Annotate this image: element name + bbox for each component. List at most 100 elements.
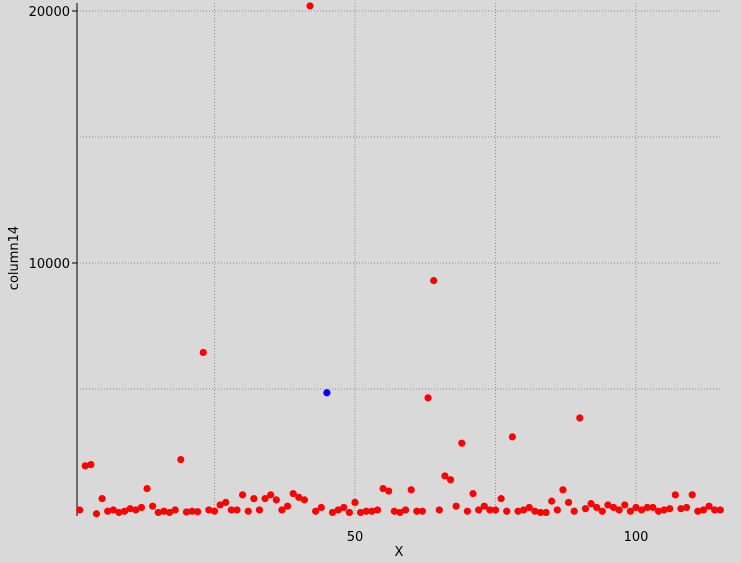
data-point [446, 476, 455, 484]
data-point [609, 503, 618, 512]
data-point [345, 508, 353, 517]
data-point [564, 498, 573, 506]
data-point [716, 506, 724, 514]
data-point [542, 508, 550, 517]
data-point [239, 491, 247, 499]
data-point [205, 506, 213, 514]
data-point [548, 497, 556, 505]
data-point [576, 414, 584, 422]
y-axis-ticks: 10000 20000 [29, 5, 77, 272]
data-point [407, 486, 415, 494]
x-tick-label: 50 [347, 530, 364, 545]
data-point [283, 502, 292, 510]
data-point [373, 506, 382, 514]
data-point [458, 439, 466, 447]
y-tick-label: 10000 [29, 257, 70, 272]
data-point [109, 506, 117, 514]
data-point [188, 507, 196, 515]
data-point [334, 506, 342, 514]
data-point [418, 507, 427, 515]
data-point [401, 506, 410, 514]
data-point [177, 455, 185, 464]
data-point [92, 510, 101, 518]
data-point [682, 503, 691, 512]
data-point [699, 506, 708, 514]
data-point [120, 507, 129, 515]
data-point [76, 506, 84, 514]
data-point [441, 472, 449, 480]
data-point [165, 508, 174, 517]
data-point [621, 501, 629, 509]
data-point [525, 503, 533, 512]
data-point [626, 507, 634, 515]
data-point [317, 503, 325, 512]
data-point [430, 277, 438, 285]
data-point [306, 2, 314, 10]
data-point [424, 394, 432, 402]
data-point [553, 506, 561, 514]
data-point [452, 502, 460, 510]
data-point [491, 506, 500, 514]
data-point [480, 502, 488, 510]
x-axis-ticks: 50 100 [347, 530, 649, 545]
data-point [132, 506, 140, 514]
data-point [357, 508, 365, 517]
data-point [385, 487, 393, 495]
data-point [638, 506, 646, 514]
data-point [531, 507, 539, 515]
data-point [244, 507, 252, 515]
data-point [475, 506, 483, 514]
data-point [250, 495, 258, 503]
data-point [300, 496, 309, 504]
data-point [660, 506, 668, 514]
data-point [323, 389, 331, 397]
data-point [508, 433, 516, 441]
data-point [705, 502, 713, 510]
data-point [559, 486, 567, 494]
data-point [379, 484, 387, 493]
data-point [143, 484, 151, 493]
data-point [104, 507, 112, 515]
data-point [593, 503, 601, 512]
data-point [469, 489, 477, 498]
data-point [654, 507, 663, 515]
data-point [643, 503, 651, 512]
data-point [368, 507, 376, 515]
data-point [227, 506, 235, 514]
data-point [312, 507, 320, 515]
data-point [362, 507, 370, 515]
data-point [194, 508, 202, 516]
data-point [233, 506, 241, 514]
data-point [581, 505, 590, 513]
data-point [711, 506, 719, 514]
data-point [81, 462, 89, 470]
data-point [115, 508, 123, 517]
data-point [137, 503, 146, 512]
data-point [514, 507, 522, 515]
data-point [570, 507, 578, 515]
data-point [87, 461, 95, 469]
data-points [76, 2, 724, 518]
y-tick-label: 20000 [29, 5, 70, 20]
data-point [677, 505, 685, 513]
data-point [536, 508, 545, 517]
data-point [216, 501, 224, 509]
data-point [328, 508, 337, 517]
data-point [671, 491, 679, 499]
grid-lines [77, 3, 720, 516]
data-point [503, 507, 511, 515]
data-point [340, 503, 348, 512]
data-point [289, 489, 297, 498]
data-point [149, 502, 157, 510]
data-point [463, 507, 471, 515]
data-point [497, 495, 505, 503]
data-point [278, 506, 286, 514]
data-point [604, 501, 612, 509]
data-point [267, 491, 275, 499]
data-point [182, 508, 190, 516]
data-point [649, 503, 657, 512]
data-point [272, 496, 280, 504]
data-point [435, 506, 443, 514]
data-point [666, 505, 674, 513]
